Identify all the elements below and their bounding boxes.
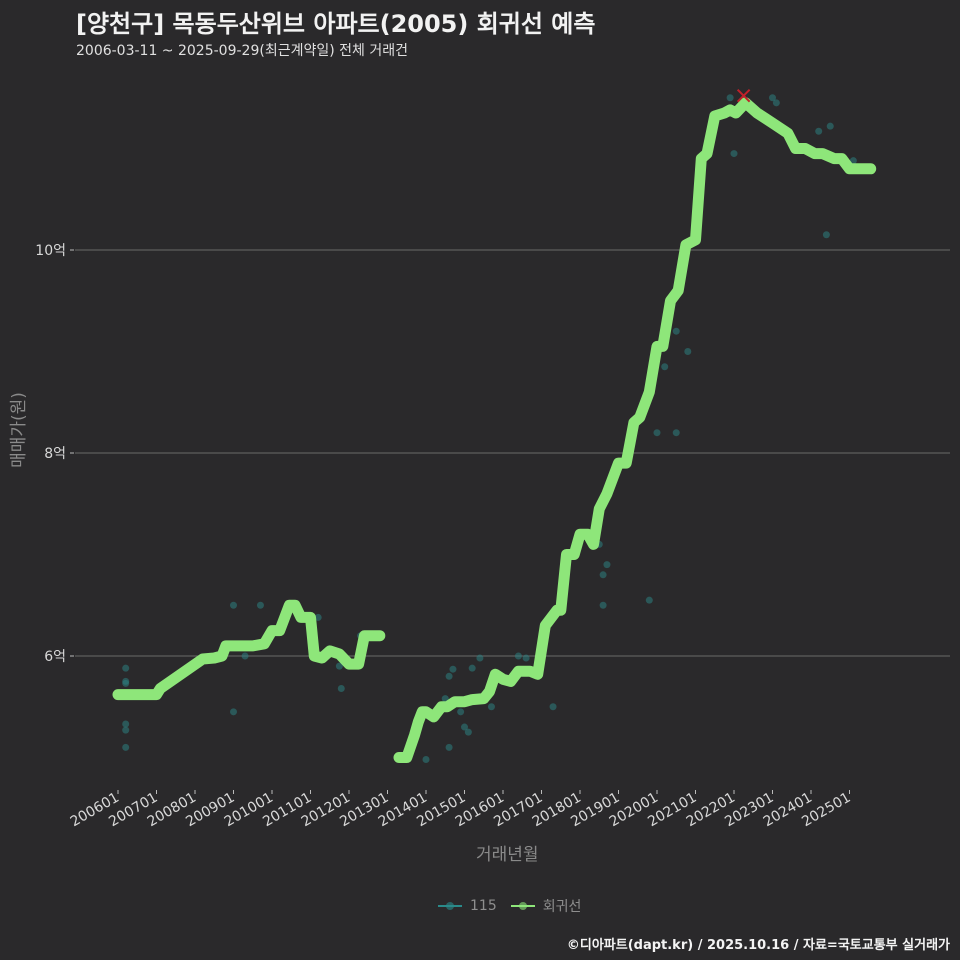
credit-footer: ©디아파트(dapt.kr) / 2025.10.16 / 자료=국토교통부 실… <box>566 938 950 953</box>
scatter-point <box>476 654 484 662</box>
scatter-point <box>522 654 530 662</box>
scatter-point <box>726 94 734 102</box>
scatter-point <box>549 703 557 711</box>
legend-swatch-regression <box>510 902 535 910</box>
scatter-point <box>122 726 130 734</box>
x-axis-ticks: 2006012007012008012009012010012011012012… <box>68 790 854 831</box>
scatter-point <box>672 327 680 335</box>
legend-item-115: 115 <box>438 898 497 914</box>
x-axis-label: 거래년월 <box>476 845 539 865</box>
scatter-point <box>122 664 130 672</box>
legend-swatch-115 <box>438 902 462 910</box>
scatter-point <box>122 720 130 728</box>
scatter-point <box>457 708 465 716</box>
regression-line-segment <box>112 599 386 701</box>
y-axis-label: 매매가(원) <box>9 392 29 468</box>
scatter-point <box>826 122 834 130</box>
scatter-point <box>122 743 130 751</box>
max-marker-icon <box>736 89 751 103</box>
scatter-point <box>822 231 830 239</box>
scatter-point <box>335 662 343 670</box>
scatter-point <box>468 664 476 672</box>
scatter-point <box>730 150 738 158</box>
scatter-point <box>230 601 237 609</box>
scatter-point <box>603 561 611 569</box>
chart-subtitle: 2006-03-11 ~ 2025-09-29(최근계약일) 전체 거래건 <box>76 43 408 59</box>
scatter-point <box>230 708 237 716</box>
scatter-point <box>422 756 430 764</box>
regression-line-segment <box>393 97 877 763</box>
scatter-point <box>445 672 453 680</box>
y-tick-label: 10억 <box>35 243 66 259</box>
scatter-point <box>337 684 345 692</box>
scatter-point <box>849 157 857 165</box>
scatter-point <box>815 127 823 135</box>
scatter-point <box>487 703 495 711</box>
scatter-point <box>122 679 130 687</box>
chart-title: [양천구] 목동두산위브 아파트(2005) 회귀선 예측 <box>76 10 596 38</box>
regression-line <box>112 97 877 763</box>
scatter-point <box>256 601 264 609</box>
scatter-point <box>449 665 457 673</box>
legend-label: 115 <box>470 898 497 914</box>
legend-item-regression: 회귀선 <box>510 896 582 916</box>
scatter-point <box>314 613 322 621</box>
scatter-point <box>684 348 692 355</box>
scatter-point <box>653 429 661 437</box>
scatter-point <box>599 601 607 609</box>
y-axis-ticks: 6억 8억 10억 <box>35 243 74 665</box>
scatter-point <box>772 99 780 107</box>
scatter-point <box>672 429 680 437</box>
scatter-point <box>461 723 468 731</box>
scatter-point <box>661 363 669 371</box>
scatter-point <box>445 743 453 751</box>
scatter-point <box>769 94 776 102</box>
scatter-point <box>241 652 249 660</box>
scatter-points <box>122 94 857 764</box>
scatter-point <box>645 596 653 604</box>
grid-lines <box>75 249 950 657</box>
scatter-point <box>514 652 522 660</box>
legend-label: 회귀선 <box>542 899 582 915</box>
y-tick-label: 6억 <box>44 649 66 665</box>
scatter-point <box>464 728 472 736</box>
scatter-point <box>599 571 607 579</box>
legend: 115 회귀선 <box>438 896 587 916</box>
y-tick-label: 8억 <box>44 446 66 462</box>
